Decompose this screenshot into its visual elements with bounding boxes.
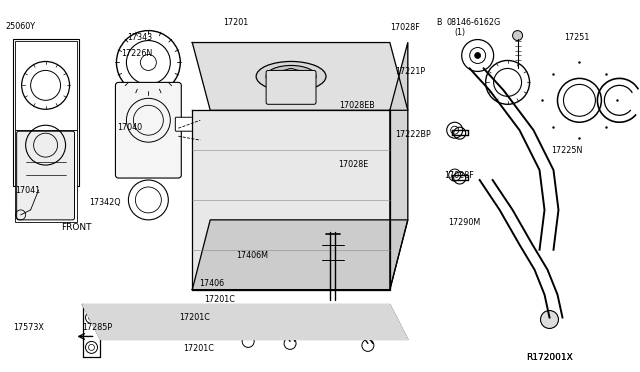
Text: R172001X: R172001X (525, 353, 572, 362)
FancyBboxPatch shape (175, 117, 195, 131)
Text: 17290M: 17290M (448, 218, 480, 227)
Text: 17201C: 17201C (204, 295, 235, 304)
Text: 17406: 17406 (198, 279, 224, 288)
Text: FRONT: FRONT (61, 223, 92, 232)
Ellipse shape (266, 65, 316, 87)
Circle shape (541, 311, 559, 328)
Circle shape (475, 52, 481, 58)
Circle shape (513, 31, 522, 41)
FancyBboxPatch shape (266, 70, 316, 104)
Text: 17225N: 17225N (551, 146, 582, 155)
Text: 17222BP: 17222BP (396, 130, 431, 140)
Text: 17573X: 17573X (13, 323, 44, 332)
Text: 17343: 17343 (127, 33, 152, 42)
Text: 17251: 17251 (564, 33, 589, 42)
Text: 17201C: 17201C (182, 344, 214, 353)
Text: 17201C: 17201C (179, 313, 211, 322)
FancyBboxPatch shape (17, 131, 74, 220)
Text: 17028E: 17028E (338, 160, 368, 169)
FancyBboxPatch shape (15, 41, 77, 130)
Text: (1): (1) (454, 28, 465, 37)
Polygon shape (83, 305, 408, 339)
Text: 17285P: 17285P (83, 323, 113, 332)
FancyBboxPatch shape (13, 39, 79, 186)
Text: 17226N: 17226N (121, 49, 152, 58)
Text: 17040: 17040 (118, 123, 143, 132)
Text: 17028F: 17028F (445, 171, 474, 180)
Polygon shape (192, 110, 390, 290)
Circle shape (283, 68, 299, 84)
Text: 17406M: 17406M (236, 251, 268, 260)
FancyBboxPatch shape (115, 82, 181, 178)
Polygon shape (192, 42, 408, 110)
Text: B: B (436, 18, 442, 27)
Text: 08146-6162G: 08146-6162G (447, 18, 500, 27)
Text: 17201: 17201 (223, 19, 248, 28)
Polygon shape (192, 220, 408, 290)
Ellipse shape (256, 61, 326, 92)
Polygon shape (390, 42, 408, 290)
Text: 17221P: 17221P (396, 67, 426, 76)
FancyBboxPatch shape (15, 130, 77, 222)
Text: 17342Q: 17342Q (89, 198, 120, 207)
Text: 25060Y: 25060Y (6, 22, 36, 31)
Text: 17028F: 17028F (390, 23, 420, 32)
Text: 17028EB: 17028EB (339, 101, 375, 110)
Circle shape (277, 74, 305, 102)
Text: R172001X: R172001X (525, 353, 572, 362)
Text: 17041: 17041 (15, 186, 40, 195)
